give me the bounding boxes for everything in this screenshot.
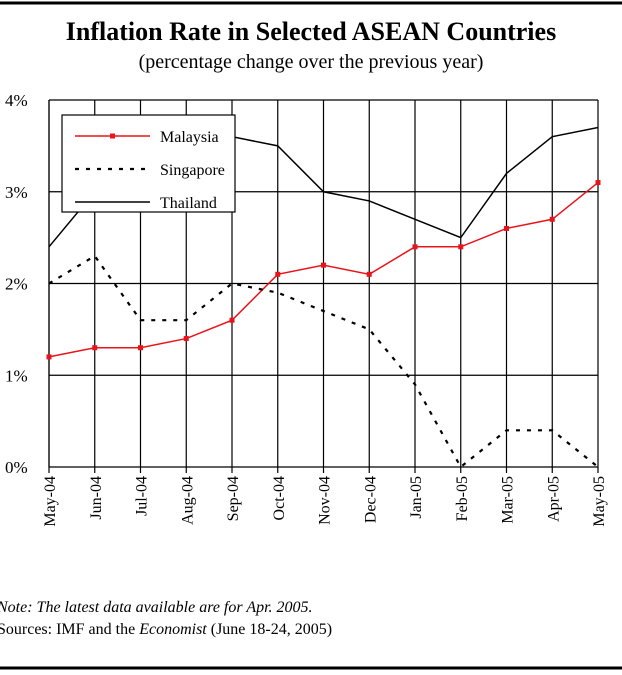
marker	[595, 180, 601, 186]
sources-text: Economist	[138, 621, 207, 638]
marker	[229, 317, 235, 323]
marker	[458, 244, 464, 250]
y-tick-label: 2%	[5, 275, 28, 294]
y-tick-label: 1%	[5, 366, 28, 385]
legend-label: Thailand	[160, 195, 217, 212]
marker	[92, 345, 98, 351]
x-tick-label: Sep-04	[225, 476, 242, 521]
marker	[549, 216, 555, 222]
x-tick-label: Nov-04	[317, 476, 334, 525]
sources-text: Sources: IMF and the	[0, 621, 139, 638]
x-tick-label: Oct-04	[271, 476, 288, 520]
x-tick-label: Aug-04	[179, 476, 196, 525]
note: Note: The latest data available are for …	[0, 599, 313, 616]
x-tick-label: Jul-04	[134, 476, 151, 516]
sources: Sources: IMF and the Economist (June 18-…	[0, 621, 332, 638]
x-tick-label: Jun-04	[88, 476, 105, 520]
y-tick-label: 4%	[5, 91, 28, 110]
marker	[412, 244, 418, 250]
marker	[183, 336, 189, 342]
x-tick-label: Dec-04	[362, 476, 379, 523]
series-line	[48, 254, 599, 469]
marker	[504, 225, 509, 231]
y-tick-label: 3%	[5, 183, 28, 202]
x-tick-label: May-04	[42, 476, 59, 527]
x-tick-label: May-05	[591, 476, 608, 527]
legend-label: Singapore	[160, 162, 225, 179]
marker	[366, 271, 372, 277]
marker	[138, 345, 143, 351]
y-tick-label: 0%	[5, 458, 28, 477]
legend-marker	[110, 133, 115, 139]
marker	[46, 354, 52, 360]
x-tick-label: Mar-05	[500, 476, 517, 524]
x-tick-label: Jan-05	[408, 476, 425, 519]
chart-title: Inflation Rate in Selected ASEAN Countri…	[66, 17, 556, 46]
chart-subtitle: (percentage change over the previous yea…	[139, 51, 484, 73]
x-tick-label: Apr-05	[545, 476, 562, 522]
legend-label: Malaysia	[160, 129, 219, 146]
marker	[321, 262, 326, 268]
x-tick-label: Feb-05	[454, 476, 471, 521]
marker	[275, 271, 281, 277]
sources-text: (June 18-24, 2005)	[207, 621, 332, 638]
legend-box	[61, 114, 236, 213]
